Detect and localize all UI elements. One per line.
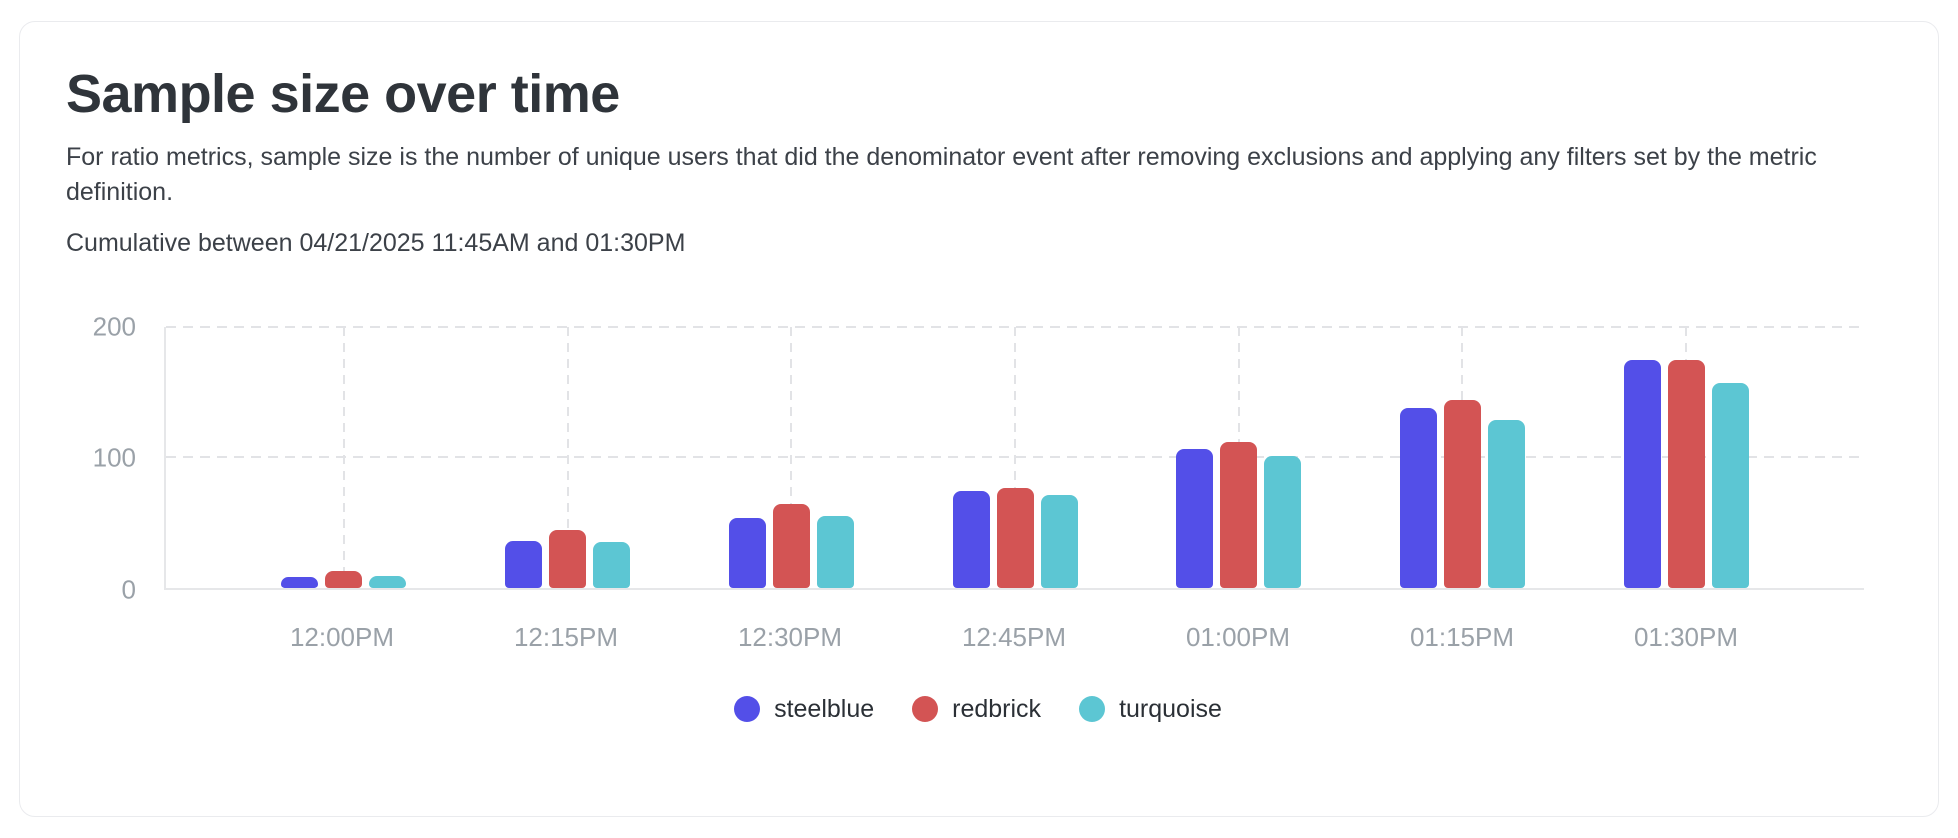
bar-steelblue[interactable] (281, 577, 319, 588)
bar-group (1351, 326, 1575, 588)
bar-steelblue[interactable] (728, 518, 766, 588)
bar-redbrick[interactable] (1220, 441, 1258, 588)
x-tick-label: 01:30PM (1633, 621, 1739, 652)
bar-turquoise[interactable] (369, 576, 407, 588)
chart-description: For ratio metrics, sample size is the nu… (66, 142, 1817, 206)
bar-groups (166, 326, 1864, 588)
y-tick-label: 0 (121, 574, 136, 605)
bar-group (903, 326, 1127, 588)
chart-card: Sample size over time For ratio metrics,… (19, 21, 1939, 817)
vertical-gridline (566, 326, 569, 588)
bar-redbrick[interactable] (1443, 399, 1481, 588)
bar-group (679, 326, 903, 588)
bar-redbrick[interactable] (1667, 360, 1705, 588)
x-tick-label: 12:15PM (513, 621, 619, 652)
bar-turquoise[interactable] (1711, 382, 1749, 588)
bar-steelblue[interactable] (1176, 448, 1214, 588)
bar-steelblue[interactable] (1399, 407, 1437, 588)
legend-dot-icon (1079, 696, 1106, 723)
vertical-gridline (1014, 326, 1017, 588)
legend-dot-icon (734, 696, 761, 723)
x-tick-label: 12:45PM (961, 621, 1067, 652)
y-tick-label: 100 (92, 442, 136, 473)
bar-turquoise[interactable] (1040, 494, 1078, 588)
y-tick-label: 200 (92, 311, 136, 342)
x-tick-label: 12:00PM (289, 621, 395, 652)
page-title: Sample size over time (66, 64, 620, 124)
bar-turquoise[interactable] (1487, 419, 1525, 588)
sample-size-chart: 200 100 0 (66, 311, 1890, 604)
x-tick-label: 12:30PM (737, 621, 843, 652)
bar-steelblue[interactable] (1623, 360, 1661, 588)
bar-turquoise[interactable] (593, 541, 631, 588)
legend-item-steelblue[interactable]: steelblue (734, 695, 874, 724)
vertical-gridline (790, 326, 793, 588)
x-axis: 12:00PM 12:15PM 12:30PM 12:45PM 01:00PM 01:15… (164, 622, 1864, 653)
bar-turquoise[interactable] (1264, 456, 1302, 588)
vertical-gridline (342, 326, 345, 588)
legend-item-turquoise[interactable]: turquoise (1079, 695, 1222, 724)
legend-dot-icon (912, 696, 939, 723)
chart-subtitle: Cumulative between 04/21/2025 11:45AM an… (66, 228, 686, 257)
bar-redbrick[interactable] (996, 487, 1034, 588)
bar-group (1127, 326, 1351, 588)
bar-group (1574, 326, 1798, 588)
bar-turquoise[interactable] (816, 515, 854, 588)
legend-item-redbrick[interactable]: redbrick (912, 695, 1041, 724)
x-tick-label: 01:15PM (1409, 621, 1515, 652)
plot-area (164, 325, 1864, 590)
bar-redbrick[interactable] (772, 503, 810, 588)
bar-redbrick[interactable] (549, 530, 587, 588)
bar-group (456, 326, 680, 588)
bar-redbrick[interactable] (325, 570, 363, 588)
legend-label: redbrick (952, 694, 1042, 723)
bar-group (232, 326, 456, 588)
legend-label: turquoise (1119, 694, 1222, 723)
y-axis: 200 100 0 (66, 311, 164, 604)
x-tick-label: 01:00PM (1185, 621, 1291, 652)
bar-steelblue[interactable] (952, 490, 990, 588)
chart-legend: steelblue redbrick turquoise (66, 695, 1890, 724)
legend-label: steelblue (774, 694, 875, 723)
bar-steelblue[interactable] (505, 540, 543, 588)
